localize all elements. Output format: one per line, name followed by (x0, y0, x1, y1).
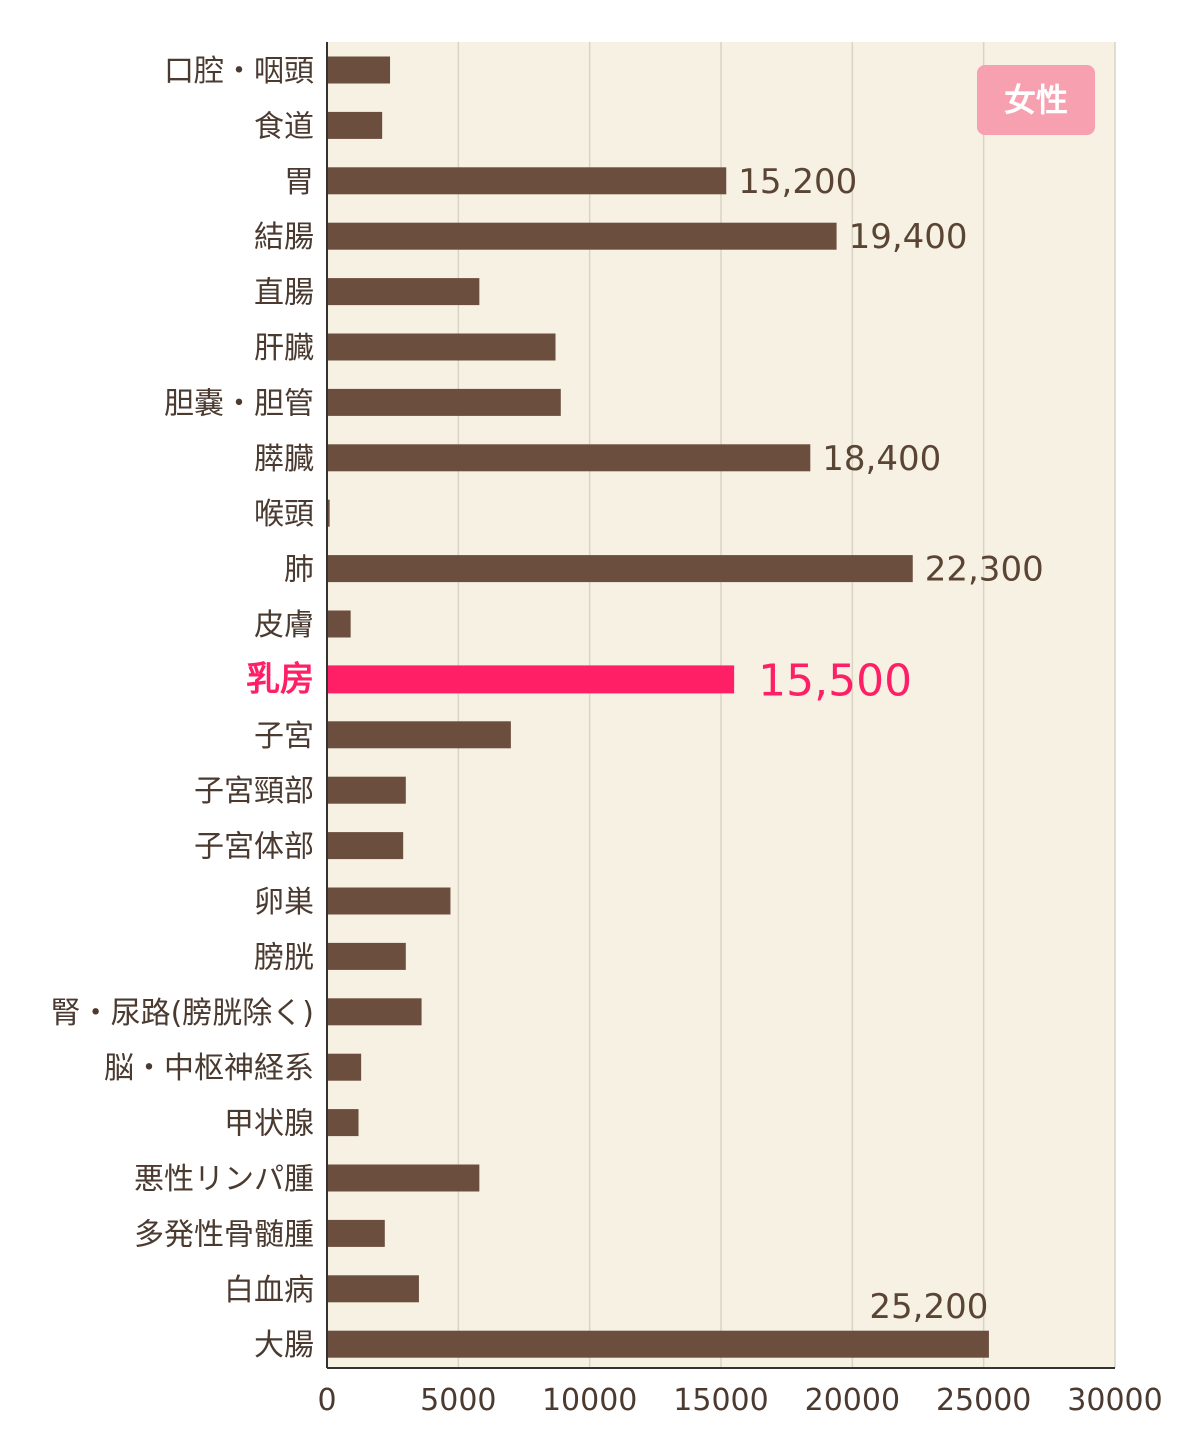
data-label: 22,300 (925, 550, 1044, 590)
category-label: 口腔・咽頭 (164, 54, 314, 89)
category-label: 腎・尿路(膀胱除く) (51, 996, 314, 1031)
bar (327, 278, 480, 306)
bar (327, 222, 837, 250)
x-tick-label: 25000 (936, 1383, 1031, 1418)
x-tick-labels: 0 5000 10000 15000 20000 25000 30000 (317, 1383, 1162, 1418)
bar (327, 333, 556, 361)
category-label: 胆嚢・胆管 (164, 386, 314, 421)
bar (327, 776, 406, 804)
category-label: 喉頭 (254, 497, 314, 532)
category-label: 乳房 (246, 659, 314, 699)
category-labels: 口腔・咽頭食道胃結腸直腸肝臓胆嚢・胆管膵臓喉頭肺皮膚乳房子宮子宮頸部子宮体部卵巣… (51, 54, 314, 1363)
bar (327, 1219, 385, 1247)
category-label: 白血病 (224, 1273, 314, 1308)
bar (327, 111, 383, 139)
category-label: 子宮頸部 (194, 774, 314, 809)
category-label: 脳・中枢神経系 (104, 1051, 314, 1086)
bar (327, 1330, 989, 1358)
bar (327, 167, 727, 195)
legend-badge: 女性 (977, 65, 1095, 135)
category-label: 皮膚 (254, 608, 314, 643)
data-label: 25,200 (869, 1287, 988, 1327)
category-label: 胃 (284, 165, 314, 200)
bar (327, 1164, 480, 1192)
bar (327, 1053, 362, 1081)
bar (327, 499, 330, 527)
bar (327, 998, 422, 1026)
bar (327, 665, 735, 694)
x-tick-label: 20000 (805, 1383, 900, 1418)
category-label: 甲状腺 (224, 1107, 314, 1142)
data-label: 18,400 (822, 439, 941, 479)
category-label: 子宮体部 (194, 830, 314, 865)
bar (327, 444, 811, 472)
bar (327, 832, 404, 860)
badge-label: 女性 (1004, 81, 1068, 119)
x-tick-label: 15000 (673, 1383, 768, 1418)
category-label: 子宮 (254, 719, 314, 754)
category-label: 悪性リンパ腫 (134, 1162, 314, 1197)
data-label: 15,500 (758, 655, 912, 706)
category-label: 膀胱 (254, 940, 314, 975)
x-tick-label: 5000 (420, 1383, 496, 1418)
category-label: 卵巣 (254, 885, 314, 920)
x-tick-label: 30000 (1067, 1383, 1162, 1418)
bar (327, 887, 451, 915)
bar (327, 610, 351, 638)
bar (327, 1275, 419, 1303)
x-tick-label: 10000 (542, 1383, 637, 1418)
bar (327, 555, 913, 583)
category-label: 肝臓 (254, 331, 314, 366)
x-tick-label: 0 (317, 1383, 336, 1418)
bar (327, 1109, 359, 1137)
badge-background (977, 65, 1095, 135)
data-label: 19,400 (849, 217, 968, 257)
bar (327, 942, 406, 970)
bar (327, 721, 511, 749)
category-label: 直腸 (254, 276, 314, 311)
data-label: 15,200 (738, 162, 857, 202)
value-labels: 15,200 19,400 18,400 22,300 15,500 25,200 (738, 162, 1043, 1327)
grid-lines (457, 42, 1116, 1368)
category-label: 多発性骨髄腫 (134, 1217, 314, 1252)
category-label: 食道 (254, 109, 314, 144)
category-label: 結腸 (254, 220, 314, 255)
category-label: 大腸 (254, 1328, 314, 1363)
category-label: 肺 (284, 553, 314, 588)
bar (327, 56, 391, 84)
bar (327, 388, 561, 416)
bars (327, 56, 989, 1358)
category-label: 膵臓 (254, 442, 314, 477)
